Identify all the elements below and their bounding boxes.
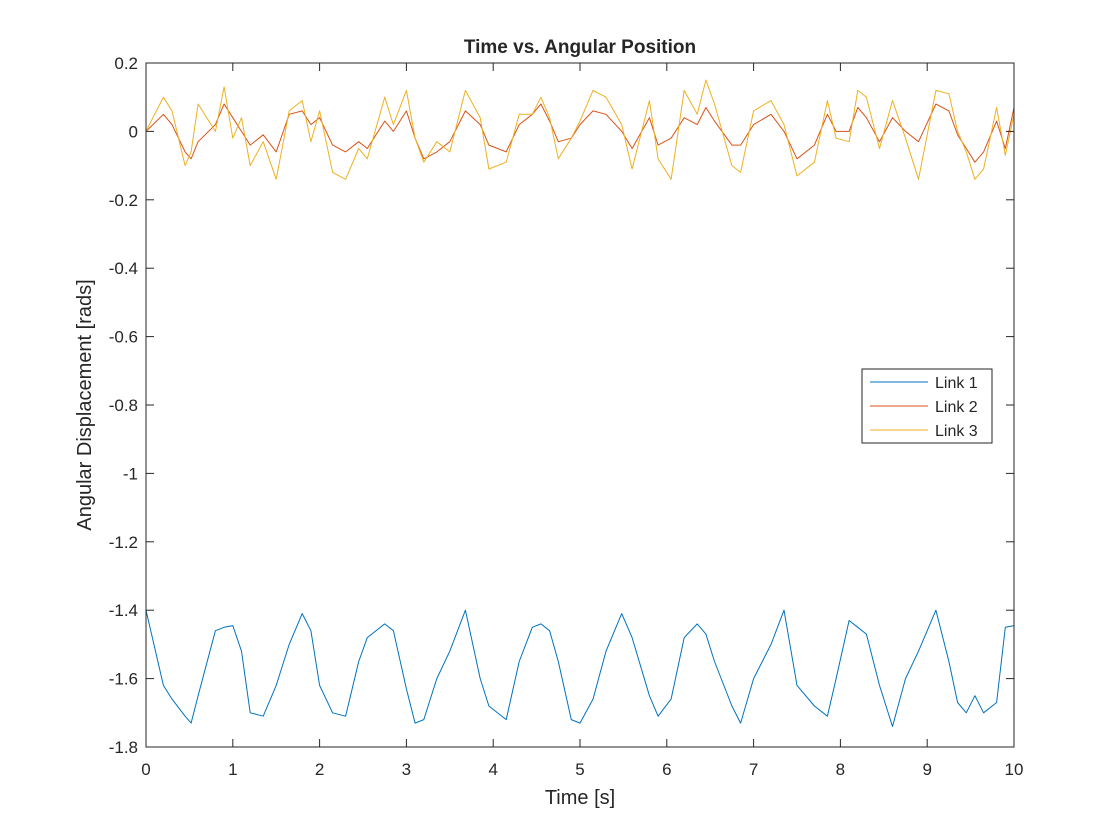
- x-tick-label: 2: [315, 760, 324, 779]
- series-layer: [145, 79, 1015, 727]
- series-line-link-3: [145, 79, 1015, 180]
- legend-label-link-3: Link 3: [935, 423, 978, 440]
- y-tick-label: -1.6: [109, 670, 138, 689]
- legend: Link 1 Link 2 Link 3: [861, 368, 993, 444]
- y-tick-label: -0.2: [109, 191, 138, 210]
- x-tick-label: 5: [575, 760, 584, 779]
- y-tick-label: 0.2: [114, 54, 138, 73]
- x-tick-label: 0: [141, 760, 150, 779]
- x-tick-label: 3: [402, 760, 411, 779]
- y-tick-label: -0.6: [109, 328, 138, 347]
- x-axis: 0 1 2 3 4 5 6 7 8 9 10: [141, 63, 1023, 779]
- legend-entry-link-2: Link 2: [870, 399, 978, 416]
- y-tick-label: -0.8: [109, 396, 138, 415]
- y-tick-label: -1.4: [109, 601, 138, 620]
- x-tick-label: 6: [662, 760, 671, 779]
- y-tick-label: 0: [129, 122, 138, 141]
- series-line-link-1: [145, 609, 1015, 727]
- x-tick-label: 4: [488, 760, 497, 779]
- x-tick-label: 10: [1005, 760, 1024, 779]
- legend-entry-link-1: Link 1: [870, 375, 978, 392]
- x-tick-label: 8: [836, 760, 845, 779]
- y-tick-label: -1.2: [109, 533, 138, 552]
- y-tick-label: -0.4: [109, 259, 138, 278]
- x-axis-label: Time [s]: [545, 787, 615, 809]
- legend-label-link-1: Link 1: [935, 375, 978, 392]
- legend-entry-link-3: Link 3: [870, 423, 978, 440]
- y-tick-label: -1.8: [109, 738, 138, 757]
- x-tick-label: 1: [228, 760, 237, 779]
- x-tick-label: 7: [749, 760, 758, 779]
- y-tick-label: -1: [123, 464, 138, 483]
- x-tick-label: 9: [922, 760, 931, 779]
- y-axis-label: Angular Displacement [rads]: [74, 279, 96, 530]
- chart-title: Time vs. Angular Position: [464, 37, 696, 58]
- legend-label-link-2: Link 2: [935, 399, 978, 416]
- y-axis: 0.2 0 -0.2 -0.4 -0.6 -0.8 -1 -1.2 -1.4 -1.6 -1.8: [109, 54, 1014, 757]
